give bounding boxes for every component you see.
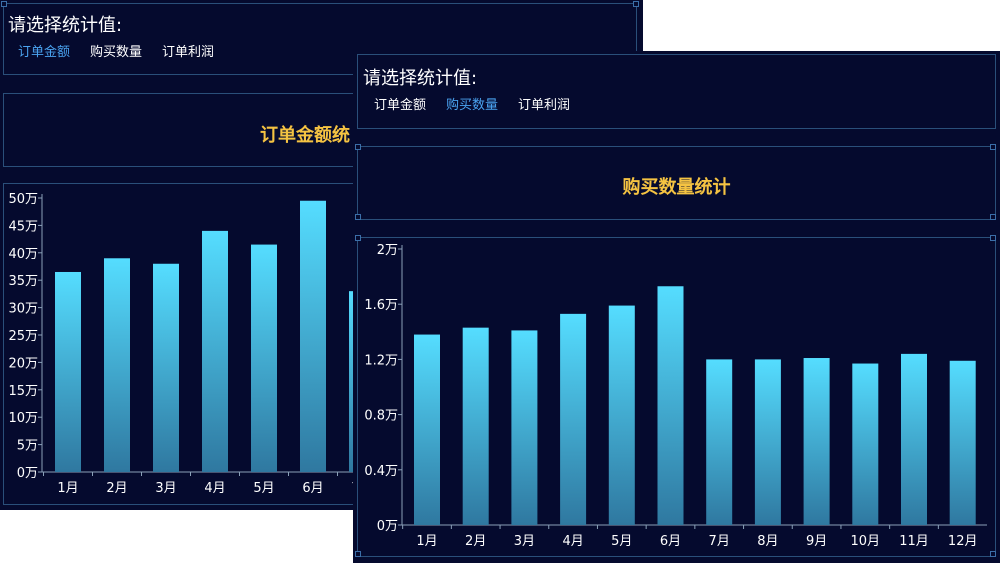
y-tick-label: 50万 xyxy=(8,192,38,207)
frame-corner xyxy=(355,214,361,220)
y-tick-label: 5万 xyxy=(17,439,38,454)
bar xyxy=(901,353,927,525)
bar xyxy=(55,271,81,472)
bar xyxy=(153,263,179,472)
frame-corner xyxy=(633,1,639,7)
bar xyxy=(706,359,733,525)
bar xyxy=(852,363,879,525)
metric-tabs: 订单金额 购买数量 订单利润 xyxy=(18,41,214,60)
y-tick-label: 0.8万 xyxy=(364,409,398,424)
tab-order-profit[interactable]: 订单利润 xyxy=(518,98,571,113)
y-tick-label: 40万 xyxy=(8,247,38,262)
frame-corner xyxy=(990,235,996,241)
chart-title: 订单金额统 xyxy=(260,125,350,146)
tab-purchase-quantity[interactable]: 购买数量 xyxy=(90,45,143,60)
bar xyxy=(462,327,489,525)
x-tick-label: 3月 xyxy=(514,534,535,549)
bar xyxy=(202,230,228,472)
x-tick-label: 1月 xyxy=(416,534,437,549)
x-tick-label: 5月 xyxy=(253,481,274,496)
bar xyxy=(104,258,130,472)
metric-tabs: 订单金额 购买数量 订单利润 xyxy=(374,94,570,113)
selector-title: 请选择统计值: xyxy=(8,15,123,36)
y-tick-label: 15万 xyxy=(8,384,38,399)
tab-order-amount[interactable]: 订单金额 xyxy=(374,98,427,113)
frame-corner xyxy=(355,144,361,150)
x-tick-label: 4月 xyxy=(562,534,583,549)
selector-title: 请选择统计值: xyxy=(363,68,478,89)
y-tick-label: 10万 xyxy=(8,411,38,426)
x-tick-label: 11月 xyxy=(899,534,929,549)
y-tick-label: 1.6万 xyxy=(364,298,398,313)
y-tick-label: 2万 xyxy=(377,243,398,258)
frame-corner xyxy=(990,551,996,557)
title-frame xyxy=(357,146,996,220)
x-tick-label: 5月 xyxy=(611,534,632,549)
frame-corner xyxy=(355,551,361,557)
bar xyxy=(300,200,326,473)
bar-chart-purchase-quantity: 0万 0.4万 0.8万 1.2万 1.6万 2万 1月 2月 3月 4月 5月 6月 7月 8月 9月 10… xyxy=(364,243,987,549)
y-tick-label: 25万 xyxy=(8,329,38,344)
y-tick-label: 30万 xyxy=(8,302,38,317)
x-tick-label: 3月 xyxy=(155,481,176,496)
x-tick-label: 9月 xyxy=(806,534,827,549)
x-tick-label: 1月 xyxy=(57,481,78,496)
tab-order-profit[interactable]: 订单利润 xyxy=(162,45,215,60)
y-tick-label: 35万 xyxy=(8,274,38,289)
frame-corner xyxy=(990,214,996,220)
x-tick-label: 7月 xyxy=(709,534,730,549)
selector-frame xyxy=(3,3,637,75)
bar xyxy=(949,360,976,525)
tab-order-amount[interactable]: 订单金额 xyxy=(18,45,71,60)
bar xyxy=(657,286,684,525)
bar xyxy=(414,334,440,525)
y-tick-label: 0万 xyxy=(17,466,38,481)
x-tick-label: 12月 xyxy=(948,534,978,549)
bar xyxy=(803,358,830,525)
y-tick-label: 20万 xyxy=(8,356,38,371)
y-tick-label: 1.2万 xyxy=(364,353,398,368)
x-tick-label: 4月 xyxy=(204,481,225,496)
bar xyxy=(251,244,277,472)
x-tick-label: 6月 xyxy=(302,481,323,496)
bar xyxy=(511,330,538,525)
frame-corner xyxy=(990,144,996,150)
bar xyxy=(608,305,635,525)
frame-corner xyxy=(355,235,361,241)
tab-purchase-quantity[interactable]: 购买数量 xyxy=(446,98,499,113)
bar xyxy=(754,359,781,525)
y-tick-label: 45万 xyxy=(8,219,38,234)
chart-title: 购买数量统计 xyxy=(622,177,731,198)
x-tick-label: 2月 xyxy=(106,481,127,496)
x-tick-label: 10月 xyxy=(851,534,881,549)
bar xyxy=(560,313,587,525)
x-tick-label: 8月 xyxy=(757,534,778,549)
selector-frame xyxy=(357,54,996,129)
x-tick-label: 2月 xyxy=(465,534,486,549)
chart-frame xyxy=(357,237,996,557)
y-tick-label: 0万 xyxy=(377,519,398,534)
front-chart-panel: 请选择统计值: 订单金额 购买数量 订单利润 购买数量统计 0万 0.4万 0.8万… xyxy=(353,51,1000,563)
frame-corner xyxy=(1,1,7,7)
x-tick-label: 6月 xyxy=(660,534,681,549)
y-tick-label: 0.4万 xyxy=(364,464,398,479)
